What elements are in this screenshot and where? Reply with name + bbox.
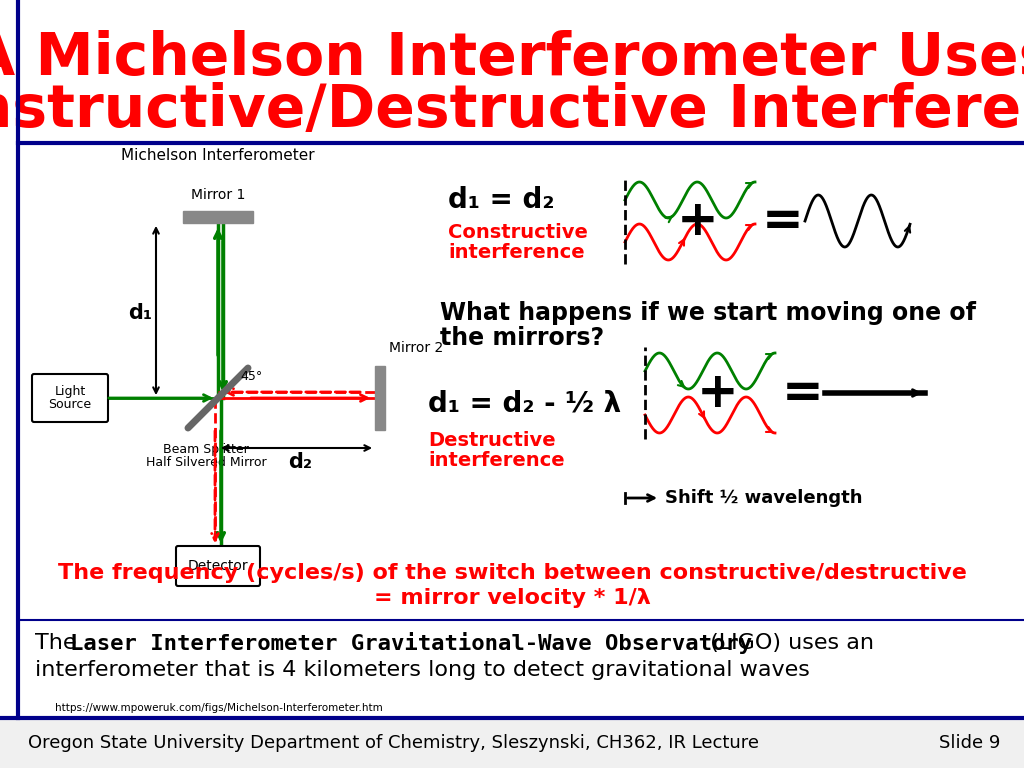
- Text: The frequency (cycles/s) of the switch between constructive/destructive: The frequency (cycles/s) of the switch b…: [57, 563, 967, 583]
- Text: Constructive: Constructive: [449, 223, 588, 243]
- Text: 45°: 45°: [240, 370, 262, 383]
- Text: +: +: [697, 369, 739, 417]
- Bar: [375, 366, 385, 430]
- Text: Mirror 2: Mirror 2: [389, 341, 443, 355]
- Text: Light: Light: [54, 385, 86, 398]
- Text: interference: interference: [449, 243, 585, 261]
- Text: +: +: [677, 197, 719, 245]
- Text: Detector: Detector: [187, 559, 248, 573]
- Text: Michelson Interferometer: Michelson Interferometer: [121, 148, 314, 164]
- Text: https://www.mpoweruk.com/figs/Michelson-Interferometer.htm: https://www.mpoweruk.com/figs/Michelson-…: [55, 703, 383, 713]
- FancyBboxPatch shape: [176, 546, 260, 586]
- Text: d₁ = d₂: d₁ = d₂: [449, 186, 555, 214]
- Text: =: =: [782, 369, 824, 417]
- Text: =: =: [762, 197, 804, 245]
- Text: Shift ½ wavelength: Shift ½ wavelength: [665, 489, 862, 507]
- Text: interference: interference: [428, 451, 564, 469]
- Text: Laser Interferometer Gravitational-Wave Observatory: Laser Interferometer Gravitational-Wave …: [70, 632, 752, 654]
- Text: The: The: [35, 633, 84, 653]
- Text: Half Silvered Mirror: Half Silvered Mirror: [145, 456, 266, 469]
- Bar: [183, 211, 253, 223]
- Text: d₂: d₂: [289, 452, 312, 472]
- Text: Source: Source: [48, 399, 91, 412]
- Text: (LIGO) uses an: (LIGO) uses an: [703, 633, 874, 653]
- Text: What happens if we start moving one of: What happens if we start moving one of: [440, 301, 976, 325]
- Text: Mirror 1: Mirror 1: [190, 188, 245, 202]
- Bar: [0, 718, 1024, 768]
- Text: Slide 9: Slide 9: [939, 734, 1000, 752]
- Text: d₁ = d₂ - ½ λ: d₁ = d₂ - ½ λ: [428, 389, 622, 417]
- Text: the mirrors?: the mirrors?: [440, 326, 604, 350]
- Text: A Michelson Interferometer Uses: A Michelson Interferometer Uses: [0, 29, 1024, 87]
- Text: Beam Splitter: Beam Splitter: [163, 443, 249, 456]
- Text: interferometer that is 4 kilometers long to detect gravitational waves: interferometer that is 4 kilometers long…: [35, 660, 810, 680]
- FancyBboxPatch shape: [32, 374, 108, 422]
- Text: = mirror velocity * 1/λ: = mirror velocity * 1/λ: [374, 588, 650, 608]
- Text: Destructive: Destructive: [428, 431, 556, 449]
- Text: Constructive/Destructive Interference: Constructive/Destructive Interference: [0, 81, 1024, 138]
- Text: d₁: d₁: [128, 303, 152, 323]
- Text: Oregon State University Department of Chemistry, Sleszynski, CH362, IR Lecture: Oregon State University Department of Ch…: [28, 734, 759, 752]
